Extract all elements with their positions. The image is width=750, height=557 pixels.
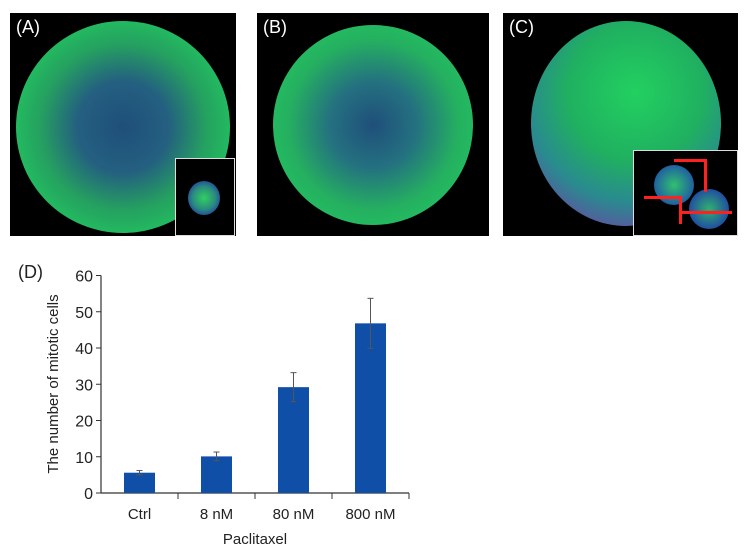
- x-tick-label: 800 nM: [345, 506, 395, 523]
- y-axis-label: The number of mitotic cells: [45, 294, 62, 473]
- bar-80-nm: [278, 387, 309, 493]
- bar-chart: (D) The number of mitotic cells Paclitax…: [18, 262, 410, 548]
- y-tick-label: 0: [84, 486, 93, 503]
- micrograph-b: (B): [257, 13, 489, 236]
- x-tick-label: 8 nM: [200, 506, 233, 523]
- y-tick-label: 30: [75, 377, 93, 394]
- panel-label: (A): [16, 17, 40, 37]
- bar-8-nm: [201, 456, 232, 493]
- y-tick-label: 20: [75, 414, 93, 431]
- y-tick-label: 10: [75, 450, 93, 467]
- x-tick-label: Ctrl: [128, 506, 151, 523]
- panel-label: (B): [263, 17, 287, 37]
- panel-label-d: (D): [18, 262, 43, 282]
- inset-c: [633, 150, 738, 236]
- micrograph-c: (C): [503, 13, 738, 236]
- bar-800-nm: [355, 323, 386, 493]
- x-tick-label: 80 nM: [273, 506, 315, 523]
- y-tick-label: 60: [75, 269, 93, 286]
- y-tick-label: 40: [75, 341, 93, 358]
- bar-ctrl: [124, 472, 155, 493]
- inset-a: [175, 158, 235, 236]
- micrograph-a: (A): [10, 13, 236, 236]
- x-axis-label: Paclitaxel: [223, 531, 287, 548]
- y-tick-label: 50: [75, 305, 93, 322]
- panel-label: (C): [509, 17, 534, 37]
